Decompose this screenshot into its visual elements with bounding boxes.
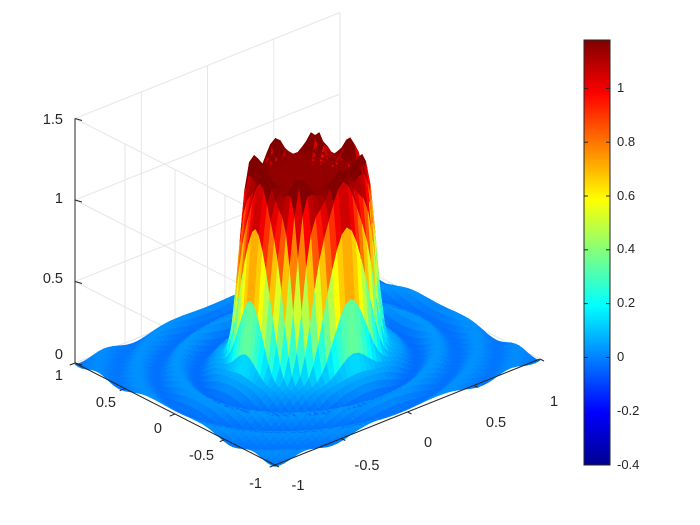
- x-tick-mark-2: [407, 411, 412, 415]
- z-tick-label-3: 1.5: [43, 112, 63, 128]
- z-tick-label-0: 0: [55, 347, 63, 363]
- x-tick-label-2: 0: [424, 435, 432, 451]
- z-tick-label-2: 1: [55, 191, 63, 207]
- colorbar-ticks: [584, 87, 610, 466]
- x-tick-mark-0: [274, 464, 280, 468]
- x-tick-label-1: -0.5: [355, 458, 380, 474]
- y-tick-mark-1: [219, 439, 226, 443]
- y-tick-label-2: 0: [154, 421, 162, 437]
- colorbar-tick-label-5: 0.6: [617, 188, 635, 203]
- z-tick-mark-2: [74, 199, 83, 203]
- x-tick-mark-1: [341, 438, 346, 441]
- colorbar-tick-label-7: 1: [617, 80, 624, 95]
- surface-plot: [74, 132, 541, 467]
- y-tick-label-1: -0.5: [189, 448, 214, 464]
- colorbar-tick-label-3: 0.2: [617, 295, 635, 310]
- colorbar-tick-label-0: -0.4: [617, 457, 639, 472]
- z-tick-mark-3: [74, 118, 83, 121]
- x-tick-mark-3: [473, 385, 479, 388]
- y-tick-label-3: 0.5: [96, 395, 116, 411]
- y-tick-label-0: -1: [249, 476, 262, 492]
- y-tick-mark-3: [119, 388, 126, 392]
- z-tick-label-1: 0.5: [43, 271, 63, 287]
- y-tick-mark-2: [169, 413, 176, 417]
- z-tick-mark-0: [74, 362, 83, 366]
- x-tick-mark-4: [539, 358, 545, 362]
- y-tick-label-4: 1: [55, 368, 63, 384]
- colorbar-tick-label-4: 0.4: [617, 241, 635, 256]
- y-tick-mark-4: [69, 362, 76, 366]
- x-tick-label-0: -1: [292, 478, 305, 494]
- colorbar: -0.4 -0.2 0 0.2 0.4 0.6 0.8 1: [583, 39, 639, 472]
- z-tick-mark-1: [74, 281, 83, 284]
- colorbar-tick-label-2: 0: [617, 349, 624, 364]
- y-tick-mark-0: [269, 464, 276, 468]
- colorbar-tick-label-1: -0.2: [617, 403, 639, 418]
- axes-lines: [69, 118, 545, 468]
- x-tick-label-4: 1: [550, 394, 558, 410]
- colorbar-tick-label-6: 0.8: [617, 134, 635, 149]
- colorbar-gradient: [583, 39, 611, 466]
- x-tick-label-3: 0.5: [486, 415, 506, 431]
- tick-labels: 0 0.5 1 1.5 -1 -0.5 0 0.5 1 -1 -0.5 0 0.…: [43, 112, 558, 494]
